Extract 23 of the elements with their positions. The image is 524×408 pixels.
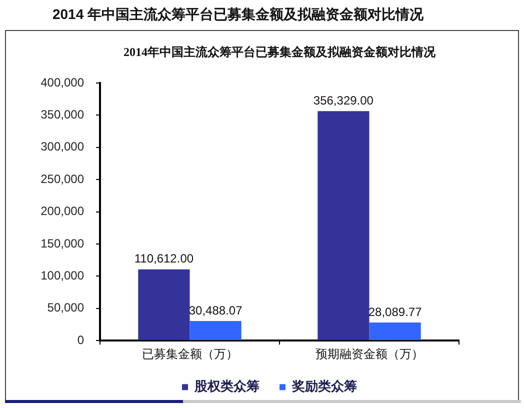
y-tick-label: 400,000	[40, 75, 84, 90]
x-tick-label: 预期融资金额（万）	[315, 347, 424, 362]
data-label: 28,089.77	[368, 304, 422, 319]
legend-label: 股权类众筹	[194, 378, 260, 394]
data-label: 30,488.07	[188, 303, 243, 318]
chart-title: 2014 年中国主流众筹平台已募集金额及拟融资金额对比情况	[51, 6, 425, 24]
y-tick-label: 300,000	[40, 140, 84, 154]
x-tick-label: 已募集金额（万）	[142, 347, 238, 362]
y-tick-label: 250,000	[40, 172, 84, 186]
legend-label: 奖励类众筹	[291, 378, 357, 394]
y-tick-label: 150,000	[40, 236, 84, 250]
data-label: 110,612.00	[134, 252, 194, 266]
chart-subtitle: 2014年中国主流众筹平台已募集金额及拟融资金额对比情况	[124, 45, 436, 60]
data-label: 356,329.00	[313, 93, 374, 108]
y-tick-label: 200,000	[40, 204, 84, 218]
bar	[369, 322, 421, 340]
bar	[138, 269, 190, 340]
y-tick-label: 100,000	[40, 268, 84, 283]
bar	[190, 320, 242, 340]
y-tick-label: 350,000	[40, 108, 84, 122]
bar	[318, 111, 370, 340]
y-tick-label: 0	[77, 332, 84, 347]
y-tick-label: 50,000	[47, 300, 84, 315]
